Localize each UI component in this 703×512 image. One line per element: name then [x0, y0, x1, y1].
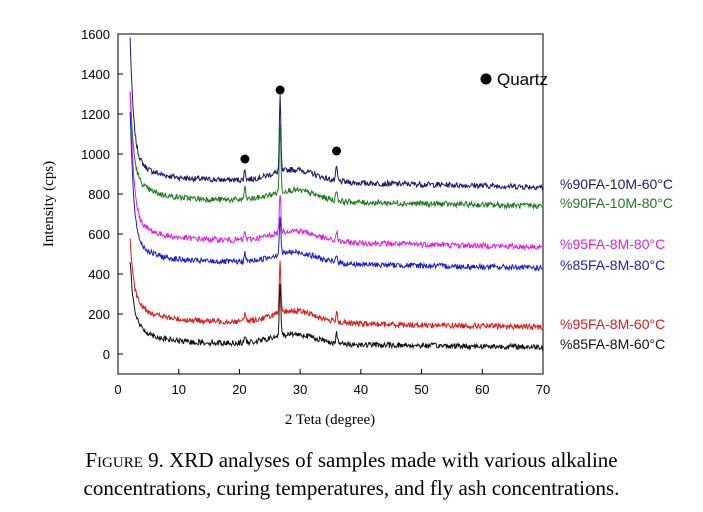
x-tick-label: 40: [354, 382, 368, 397]
x-axis-title: 2 Teta (degree): [285, 412, 375, 428]
x-tick-label: 10: [171, 382, 185, 397]
series-labels: %90FA-10M-60°C %90FA-10M-80°C %95FA-8M-80°…: [560, 176, 673, 352]
y-tick-label: 1000: [81, 147, 110, 162]
y-tick-label: 0: [103, 347, 110, 362]
series-layer: [129, 37, 544, 351]
y-tick-label: 1400: [81, 67, 110, 82]
quartz-marker: [240, 154, 250, 164]
quartz-marker: [332, 146, 342, 156]
series-label: %90FA-10M-60°C: [560, 176, 673, 192]
legend-quartz-icon: [480, 73, 492, 85]
y-tick-label: 1200: [81, 107, 110, 122]
caption-text-line-1: XRD analyses of samples made with variou…: [169, 448, 618, 472]
y-axis-title: Intensity (cps): [41, 161, 57, 247]
y-tick-label: 600: [88, 227, 110, 242]
series-line: [129, 91, 544, 252]
series-label: %85FA-8M-80°C: [560, 257, 665, 273]
series-line: [129, 37, 544, 191]
series-line: [129, 91, 544, 211]
plot-frame: [117, 33, 544, 375]
series-line: [129, 238, 544, 331]
series-line: [129, 111, 544, 272]
y-tick-label: 800: [88, 187, 110, 202]
x-tick-label: 60: [475, 382, 489, 397]
caption-line-1: Figure 9. XRD analyses of samples made w…: [0, 446, 703, 474]
x-tick-label: 0: [114, 382, 121, 397]
figure-label: Figure 9.: [85, 448, 164, 472]
series-label: %95FA-8M-80°C: [560, 236, 665, 252]
series-label: %90FA-10M-80°C: [560, 195, 673, 211]
quartz-marker-layer: [240, 85, 342, 164]
x-tick-label: 70: [536, 382, 550, 397]
x-tick-label: 20: [232, 382, 246, 397]
quartz-marker: [275, 85, 285, 95]
x-tick-label: 50: [414, 382, 428, 397]
xrd-chart: 0 10 20 30 40 50 60 70 0 200 400 600 800 1000 1200 1400…: [41, 27, 673, 428]
y-tick-label: 400: [88, 267, 110, 282]
figure-caption: Figure 9. XRD analyses of samples made w…: [0, 446, 703, 502]
caption-text-line-2: concentrations, curing temperatures, and…: [83, 476, 620, 500]
y-tick-label: 1600: [81, 27, 110, 42]
series-label: %95FA-8M-60°C: [560, 316, 665, 332]
x-tick-label: 30: [293, 382, 307, 397]
y-tick-label: 200: [88, 307, 110, 322]
legend-quartz-label: Quartz: [497, 70, 548, 89]
series-line: [129, 262, 544, 351]
axis-ticks: 0 10 20 30 40 50 60 70 0 200 400 600 800 1000 1200 1400…: [81, 27, 550, 397]
series-label: %85FA-8M-60°C: [560, 336, 665, 352]
